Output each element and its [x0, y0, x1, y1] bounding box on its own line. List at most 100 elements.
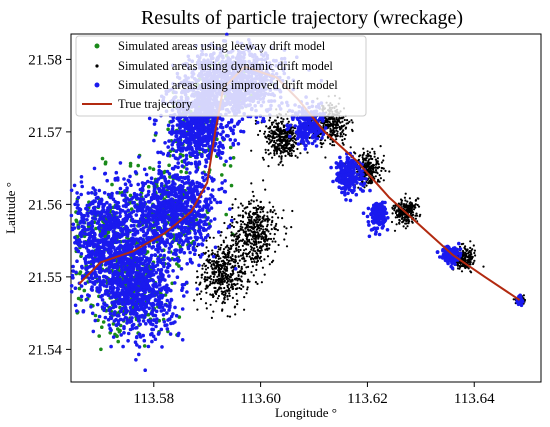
scatter-point: [134, 296, 138, 301]
scatter-point: [366, 152, 369, 156]
scatter-point: [111, 239, 115, 243]
scatter-point: [76, 195, 81, 200]
scatter-point: [369, 169, 372, 172]
scatter-point: [324, 123, 327, 127]
scatter-point: [210, 253, 214, 256]
scatter-point: [416, 203, 419, 207]
scatter-point: [216, 297, 219, 300]
scatter-point: [329, 127, 332, 130]
scatter-point: [257, 236, 260, 239]
scatter-point: [225, 278, 228, 281]
scatter-point: [230, 284, 233, 287]
scatter-point: [260, 227, 263, 230]
scatter-point: [399, 212, 402, 215]
scatter-point: [212, 272, 216, 275]
scatter-point: [167, 250, 171, 254]
scatter-point: [102, 242, 106, 246]
cluster-1-0: [193, 227, 259, 319]
scatter-point: [120, 268, 124, 272]
scatter-point: [285, 136, 288, 139]
scatter-point: [157, 160, 162, 165]
scatter-point: [80, 184, 84, 189]
scatter-point: [137, 352, 141, 357]
scatter-point: [234, 313, 237, 316]
scatter-point: [346, 122, 350, 125]
scatter-point: [277, 129, 280, 133]
scatter-point: [351, 121, 354, 124]
scatter-point: [235, 232, 238, 235]
scatter-point: [284, 154, 287, 157]
scatter-point: [237, 230, 240, 233]
scatter-point: [103, 315, 108, 320]
scatter-point: [177, 264, 181, 268]
scatter-point: [80, 274, 85, 278]
scatter-point: [146, 189, 151, 194]
scatter-point: [382, 179, 385, 182]
scatter-point: [404, 199, 407, 202]
scatter-point: [94, 226, 98, 231]
scatter-point: [256, 218, 259, 221]
scatter-point: [278, 133, 281, 136]
scatter-point: [127, 286, 131, 291]
scatter-point: [212, 310, 215, 313]
scatter-point: [100, 325, 104, 330]
scatter-point: [162, 320, 167, 324]
scatter-point: [340, 127, 343, 130]
scatter-point: [211, 268, 214, 271]
scatter-point: [280, 141, 284, 144]
scatter-point: [230, 247, 233, 250]
scatter-point: [107, 251, 111, 255]
scatter-point: [123, 239, 128, 243]
scatter-point: [108, 205, 113, 210]
scatter-point: [266, 223, 269, 226]
scatter-point: [244, 234, 247, 237]
scatter-point: [373, 150, 376, 153]
scatter-point: [93, 313, 98, 318]
scatter-point: [253, 219, 256, 222]
scatter-point: [231, 239, 234, 242]
scatter-point: [282, 118, 285, 121]
scatter-point: [227, 246, 230, 249]
scatter-point: [96, 318, 100, 323]
scatter-point: [98, 269, 103, 273]
scatter-point: [264, 218, 267, 221]
scatter-point: [398, 215, 401, 218]
scatter-point: [233, 306, 236, 309]
scatter-point: [209, 303, 212, 306]
scatter-point: [76, 225, 81, 229]
scatter-point: [239, 279, 242, 282]
scatter-point: [253, 237, 256, 240]
scatter-point: [238, 259, 241, 262]
scatter-point: [82, 240, 87, 245]
scatter-point: [254, 281, 257, 284]
scatter-point: [113, 272, 118, 277]
scatter-point: [237, 245, 240, 248]
scatter-point: [265, 242, 269, 246]
scatter-point: [259, 215, 262, 218]
scatter-point: [83, 232, 88, 236]
scatter-point: [135, 196, 139, 200]
scatter-point: [143, 259, 148, 264]
scatter-point: [404, 205, 408, 208]
scatter-point: [247, 212, 250, 215]
scatter-point: [75, 235, 80, 239]
scatter-point: [223, 301, 226, 304]
scatter-point: [349, 146, 352, 149]
scatter-point: [335, 118, 338, 121]
scatter-point: [241, 272, 244, 275]
scatter-point: [368, 180, 371, 183]
scatter-point: [258, 206, 261, 209]
chart-title: Results of particle trajectory (wreckage…: [141, 7, 463, 29]
scatter-point: [145, 256, 149, 260]
scatter-point: [102, 191, 107, 195]
scatter-point: [225, 266, 228, 269]
scatter-point: [283, 135, 286, 138]
scatter-point: [221, 292, 224, 295]
scatter-point: [226, 263, 229, 266]
scatter-point: [280, 144, 283, 147]
scatter-point: [262, 228, 265, 231]
scatter-point: [93, 251, 97, 256]
scatter-point: [149, 176, 154, 180]
scatter-point: [256, 231, 259, 234]
